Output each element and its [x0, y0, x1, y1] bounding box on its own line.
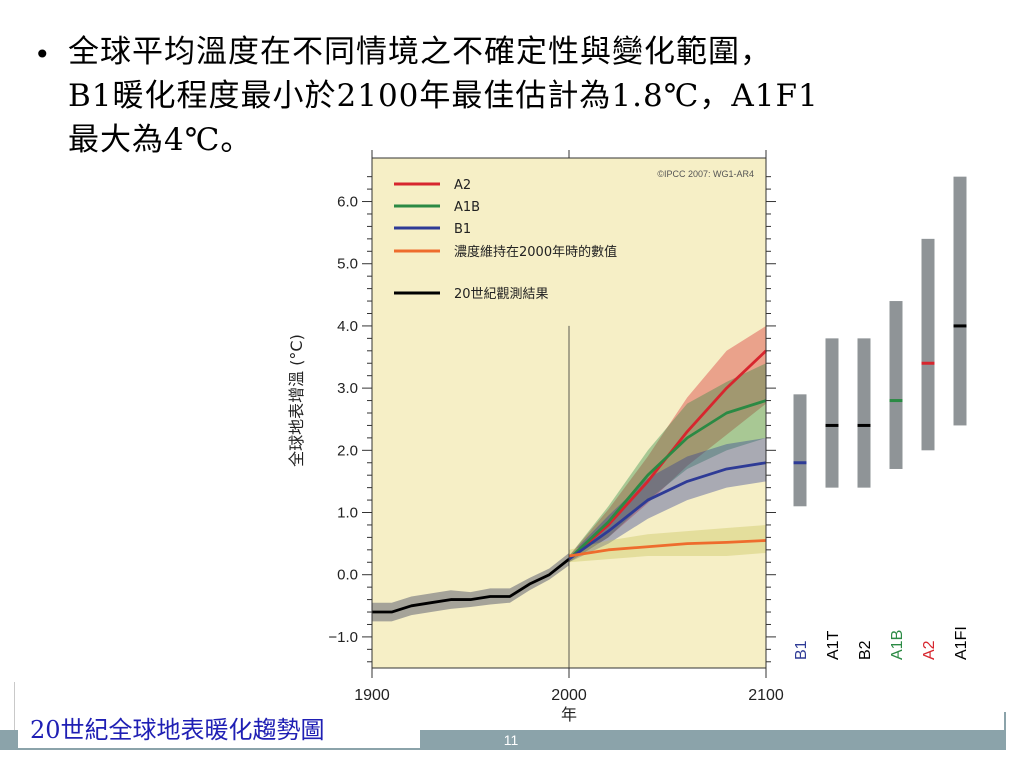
x-axis-ticks: 1900 2000 2100	[354, 150, 784, 704]
legend-label-A1B: A1B	[454, 200, 480, 215]
legend: A2 A1B B1 濃度維持在2000年時的數值 20世紀觀測結果	[394, 178, 617, 302]
y-tick-label: 2.0	[337, 442, 358, 459]
band-constant	[569, 524, 766, 563]
page-number: 11	[503, 732, 519, 748]
bullet-line-3: 最大為4℃。	[68, 122, 253, 158]
y-tick-label: 6.0	[337, 194, 358, 211]
y-axis-label: 全球地表增溫 (°C)	[287, 334, 306, 467]
band-B1	[569, 437, 766, 563]
y-tick-label: 1.0	[337, 505, 358, 522]
line-observed	[372, 558, 570, 614]
x-tick-label: 2100	[748, 687, 784, 704]
scenario-bar-A2	[921, 238, 935, 451]
y-tick-label: 5.0	[337, 256, 358, 273]
bullet-dot: •	[34, 38, 51, 71]
bullet-block: • 全球平均溫度在不同情境之不確定性與變化範圍， B1暖化程度最小於2100年最…	[30, 30, 990, 162]
y-axis-ticks: 6.0 5.0 4.0 3.0 2.0 1.0 0.0 −1.0	[328, 176, 776, 663]
band-A2	[569, 325, 766, 563]
temperature-chart: 6.0 5.0 4.0 3.0 2.0 1.0 0.0 −1.0 1900 2000 2100 A…	[287, 150, 970, 724]
footer-right-edge	[1004, 712, 1006, 734]
legend-label-B1: B1	[454, 222, 471, 237]
scenario-bar-B1	[793, 394, 807, 507]
x-axis-label: 年	[561, 705, 577, 724]
line-constant	[568, 539, 767, 558]
x-tick-label: 1900	[354, 687, 390, 704]
legend-label-constant: 濃度維持在2000年時的數值	[454, 244, 617, 260]
figure-caption: 20世紀全球地表暖化趨勢圖	[18, 712, 420, 748]
scenario-label-A1B: A1B	[889, 630, 906, 660]
scenario-bar-B2	[857, 338, 871, 488]
legend-label-A2: A2	[454, 178, 471, 193]
scenario-bar-A1FI	[953, 176, 967, 426]
footer-divider	[14, 682, 15, 732]
scenario-label-A1FI: A1FI	[953, 626, 970, 660]
bullet-line-1: 全球平均溫度在不同情境之不確定性與變化範圍，	[68, 34, 772, 70]
x-tick-label: 2000	[551, 687, 587, 704]
y-tick-label: 0.0	[337, 567, 358, 584]
bullet-text: 全球平均溫度在不同情境之不確定性與變化範圍， B1暖化程度最小於2100年最佳估…	[68, 30, 990, 162]
y-tick-label: −1.0	[328, 629, 358, 646]
scenario-bar-A1B	[889, 301, 903, 469]
scenario-label-A1T: A1T	[825, 630, 842, 660]
line-B1	[568, 461, 767, 561]
scenario-bar-A1T	[825, 338, 839, 488]
scenario-label-B1: B1	[793, 640, 810, 660]
y-tick-label: 3.0	[337, 380, 358, 397]
copyright-text: ©IPCC 2007: WG1-AR4	[657, 169, 754, 179]
line-A1B	[568, 399, 767, 561]
scenario-label-A2: A2	[921, 640, 938, 660]
bullet-line-2: B1暖化程度最小於2100年最佳估計為1.8℃，A1F1	[68, 78, 819, 114]
scenario-label-B2: B2	[857, 640, 874, 660]
legend-label-observed: 20世紀觀測結果	[454, 287, 549, 302]
scenario-range-bars: B1 A1T B2 A1B A2 A1FI	[793, 176, 970, 660]
y-tick-label: 4.0	[337, 318, 358, 335]
series-lines	[372, 349, 767, 614]
